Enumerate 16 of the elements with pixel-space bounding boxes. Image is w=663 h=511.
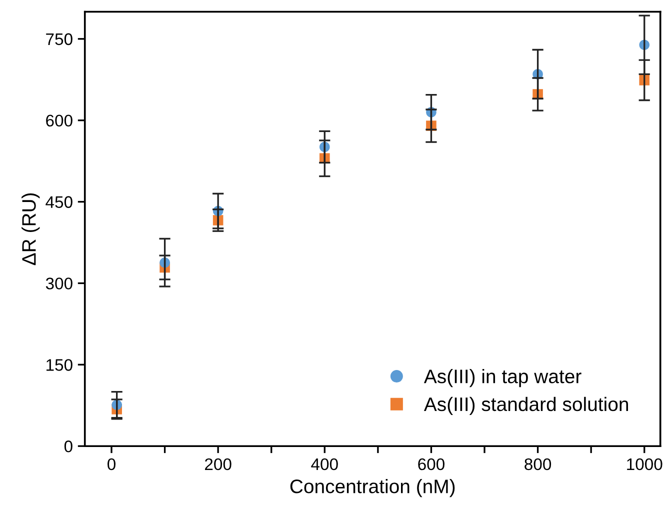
x-tick-label: 800 (524, 458, 552, 470)
y-tick-label: 0 (64, 440, 72, 452)
y-tick-label: 450 (46, 196, 72, 208)
legend-label: As(III) standard solution (424, 396, 628, 415)
x-tick-label: 1000 (627, 458, 662, 470)
y-tick-label: 300 (46, 278, 72, 290)
y-tick-label: 750 (46, 33, 72, 46)
y-axis-title: ΔR (RU) (22, 193, 40, 266)
x-tick-label: 400 (311, 458, 338, 470)
x-tick-label: 600 (418, 458, 444, 470)
y-tick-label: 150 (46, 359, 72, 371)
x-axis-title: Concentration (nM) (290, 479, 455, 498)
y-tick-label: 600 (46, 114, 72, 127)
x-tick-label: 200 (205, 458, 232, 470)
x-tick-label: 0 (108, 458, 116, 470)
legend-label: As(III) in tap water (424, 369, 582, 388)
